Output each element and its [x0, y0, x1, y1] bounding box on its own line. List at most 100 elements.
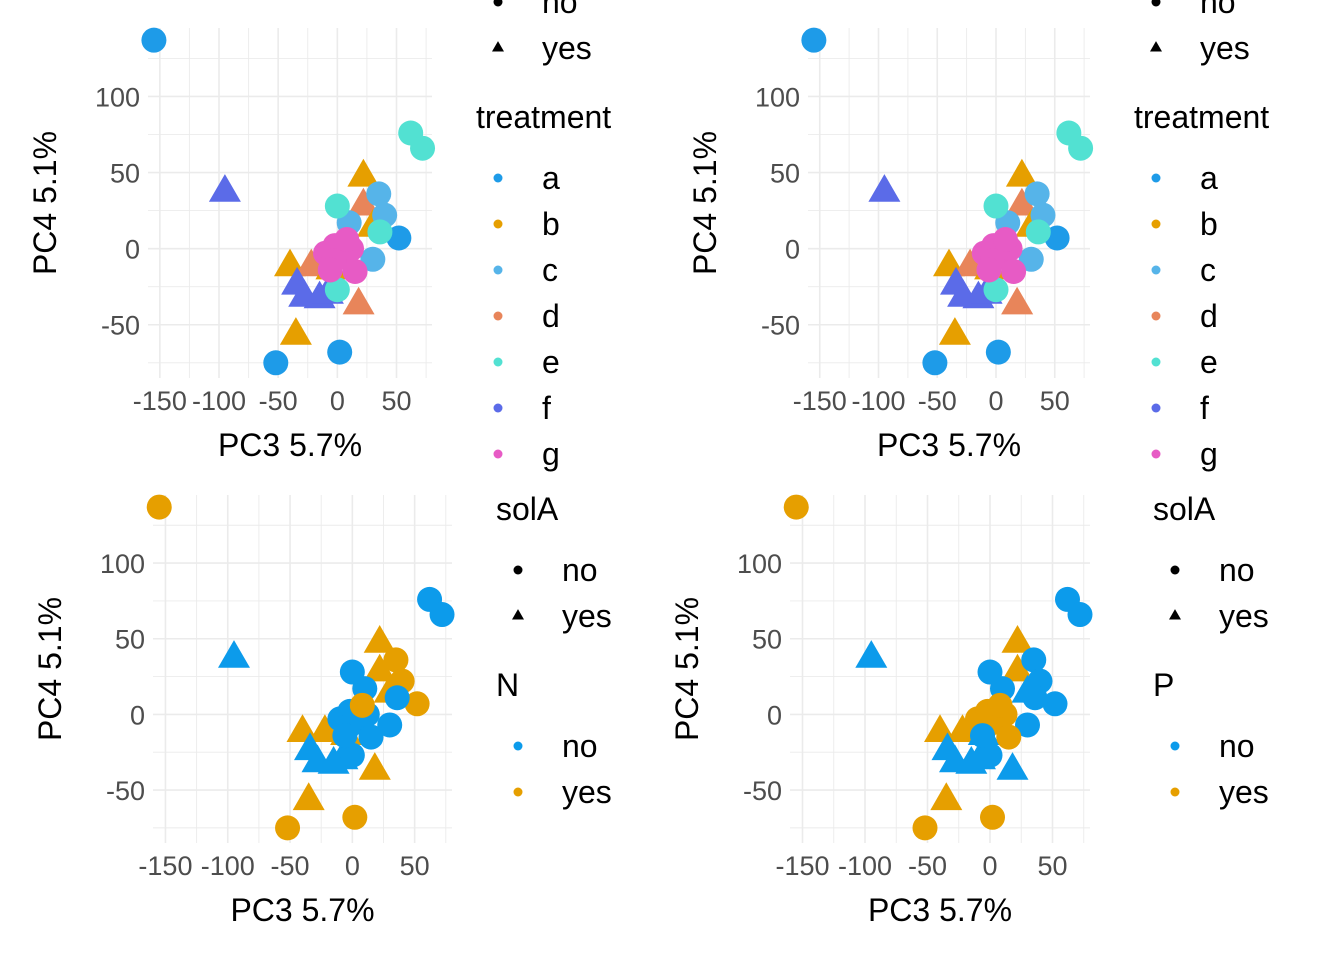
data-point-triangle — [347, 187, 380, 216]
legend-key-color — [493, 265, 503, 275]
legend-title: treatment — [476, 99, 611, 135]
y-tick-label: 50 — [752, 625, 782, 655]
data-point-circle — [1068, 135, 1094, 161]
x-axis-title: PC3 5.7% — [877, 427, 1021, 463]
data-point-circle — [1042, 691, 1068, 717]
y-axis-title: PC4 5.1% — [27, 131, 63, 275]
legend-key-color — [1170, 787, 1180, 797]
x-tick-label: 50 — [1040, 386, 1070, 416]
legend-label: a — [1200, 160, 1218, 196]
x-tick-label: -100 — [838, 851, 892, 881]
data-point-circle — [383, 647, 409, 673]
data-point-triangle — [342, 286, 375, 315]
y-tick-label: -50 — [101, 311, 140, 341]
data-point-triangle — [279, 317, 312, 345]
data-point-circle — [317, 257, 343, 283]
data-point-circle — [404, 691, 430, 717]
y-tick-label: 50 — [110, 159, 140, 189]
legend-label: b — [1200, 206, 1218, 242]
x-tick-label: -100 — [192, 386, 246, 416]
legend-key-color — [1170, 741, 1180, 751]
x-tick-label: -50 — [918, 386, 957, 416]
data-point-circle — [141, 27, 167, 53]
legend-key-color — [493, 219, 503, 229]
data-point-triangle — [1005, 158, 1038, 187]
x-tick-label: 0 — [345, 851, 360, 881]
data-point-triangle — [938, 317, 971, 345]
legend-key-color — [1151, 219, 1161, 229]
data-point-triangle — [1005, 187, 1038, 216]
legend-key-circle — [493, 0, 503, 7]
data-point-circle — [1015, 712, 1040, 738]
legend-label: g — [1200, 436, 1218, 472]
x-tick-label: 50 — [381, 386, 411, 416]
legend-label: g — [542, 436, 560, 472]
data-point-triangle — [855, 640, 888, 668]
legend-label: yes — [562, 598, 612, 634]
y-axis-title: PC4 5.1% — [32, 597, 68, 741]
y-axis-title: PC4 5.1% — [687, 131, 723, 275]
data-point-circle — [324, 277, 350, 303]
x-tick-label: 50 — [1037, 851, 1067, 881]
y-tick-label: 0 — [767, 700, 782, 730]
legend-key-color — [493, 403, 503, 413]
data-point-circle — [339, 659, 365, 685]
data-point-triangle — [868, 174, 901, 202]
legend-title: P — [1153, 667, 1174, 703]
y-tick-label: 100 — [755, 82, 800, 112]
x-tick-label: -150 — [133, 386, 187, 416]
x-tick-label: -100 — [851, 386, 905, 416]
data-point-circle — [377, 712, 403, 738]
legend-key-color — [513, 787, 523, 797]
data-point-circle — [985, 339, 1011, 365]
legend-label: e — [1200, 344, 1218, 380]
data-point-circle — [1021, 647, 1047, 673]
legend-key-color — [493, 311, 503, 321]
legend-key-color — [1151, 173, 1161, 183]
data-point-circle — [1067, 602, 1093, 628]
data-point-circle — [263, 350, 289, 376]
data-point-triangle — [292, 782, 325, 811]
legend-key-triangle — [492, 41, 504, 52]
points — [141, 27, 436, 376]
data-point-circle — [324, 193, 350, 219]
y-tick-label: -50 — [106, 776, 145, 806]
data-point-circle — [992, 227, 1018, 253]
data-point-circle — [146, 494, 172, 520]
legend-label: yes — [562, 774, 612, 810]
data-point-circle — [384, 685, 410, 711]
data-point-circle — [366, 181, 392, 207]
data-point-triangle — [208, 174, 241, 202]
legend-key-color — [1151, 357, 1161, 367]
data-point-triangle — [347, 158, 380, 187]
y-tick-label: 0 — [125, 235, 140, 265]
data-point-triangle — [996, 752, 1029, 780]
data-point-circle — [1044, 225, 1070, 251]
legend-label: a — [542, 160, 560, 196]
data-point-circle — [977, 742, 1003, 768]
data-point-circle — [983, 193, 1009, 219]
data-point-triangle — [363, 625, 396, 653]
data-point-circle — [1022, 685, 1048, 711]
data-point-circle — [1001, 258, 1027, 284]
data-point-circle — [339, 742, 365, 768]
legend-title: N — [496, 667, 519, 703]
grid — [148, 28, 432, 378]
x-tick-label: 0 — [330, 386, 345, 416]
legend-label: e — [542, 344, 560, 380]
x-tick-label: 50 — [400, 851, 430, 881]
data-point-circle — [327, 339, 353, 365]
y-axis-title: PC4 5.1% — [669, 597, 705, 741]
data-point-triangle — [1001, 286, 1034, 315]
y-tick-label: 0 — [785, 235, 800, 265]
x-tick-label: -100 — [201, 851, 255, 881]
x-axis-title: PC3 5.7% — [230, 892, 374, 928]
legend-label: yes — [542, 30, 592, 66]
legend-label: d — [542, 298, 560, 334]
legend-key-color — [1151, 449, 1161, 459]
data-point-circle — [410, 135, 436, 161]
y-tick-label: 100 — [95, 82, 140, 112]
x-tick-label: 0 — [982, 851, 997, 881]
legend-label: c — [1200, 252, 1216, 288]
